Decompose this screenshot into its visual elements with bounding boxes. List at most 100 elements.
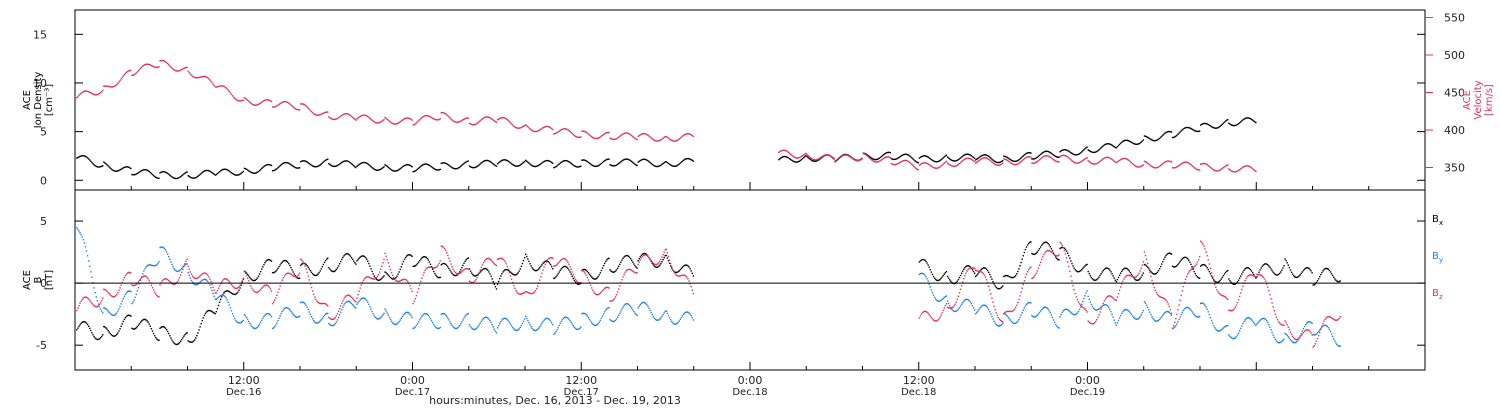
data-point bbox=[408, 254, 410, 256]
data-point bbox=[1085, 292, 1087, 294]
data-point bbox=[640, 257, 643, 259]
data-point bbox=[593, 278, 595, 280]
data-point bbox=[449, 269, 451, 271]
data-point bbox=[981, 267, 983, 270]
data-point bbox=[425, 268, 427, 270]
data-point bbox=[1012, 322, 1015, 324]
data-point bbox=[454, 168, 457, 170]
data-point bbox=[1277, 273, 1280, 276]
data-point bbox=[623, 304, 625, 307]
data-point bbox=[264, 165, 266, 167]
data-point bbox=[176, 281, 179, 283]
data-point bbox=[1029, 152, 1031, 154]
data-point bbox=[516, 291, 518, 293]
data-point bbox=[1123, 309, 1125, 312]
data-point bbox=[1212, 127, 1215, 129]
data-point bbox=[1191, 164, 1193, 167]
data-point bbox=[949, 304, 951, 307]
data-point bbox=[1223, 121, 1226, 123]
data-point bbox=[1037, 267, 1040, 269]
data-point bbox=[363, 255, 366, 258]
data-point bbox=[1282, 267, 1284, 269]
data-point bbox=[519, 293, 521, 295]
data-point bbox=[310, 316, 313, 318]
data-point bbox=[495, 121, 498, 123]
data-point bbox=[119, 287, 121, 289]
data-point bbox=[562, 317, 565, 320]
data-point bbox=[889, 151, 891, 154]
data-point bbox=[325, 258, 328, 260]
data-point bbox=[1073, 161, 1075, 163]
data-point bbox=[416, 121, 419, 123]
data-point bbox=[1321, 271, 1323, 274]
data-point bbox=[322, 263, 325, 266]
data-point bbox=[1141, 140, 1143, 142]
data-point bbox=[1262, 317, 1265, 320]
data-point bbox=[112, 296, 115, 298]
data-point bbox=[958, 276, 961, 279]
data-point bbox=[145, 169, 147, 171]
data-point bbox=[1145, 161, 1148, 164]
data-point bbox=[143, 64, 145, 67]
data-point bbox=[897, 163, 899, 165]
data-point bbox=[1302, 331, 1305, 334]
data-point bbox=[83, 321, 86, 323]
data-point bbox=[1079, 304, 1082, 306]
data-point bbox=[529, 263, 531, 265]
data-point bbox=[639, 304, 642, 306]
data-point bbox=[356, 165, 358, 167]
data-point bbox=[562, 257, 565, 260]
data-point bbox=[967, 298, 969, 301]
data-point bbox=[489, 258, 491, 260]
data-point bbox=[433, 167, 435, 170]
data-point bbox=[363, 161, 366, 164]
data-point bbox=[353, 165, 355, 167]
data-point bbox=[100, 335, 103, 338]
data-point bbox=[187, 271, 189, 274]
data-point bbox=[1006, 310, 1008, 313]
data-point bbox=[525, 253, 527, 256]
data-point bbox=[130, 272, 132, 274]
data-point bbox=[499, 277, 501, 280]
data-point bbox=[1205, 265, 1207, 267]
data-point bbox=[1095, 320, 1097, 323]
data-point bbox=[1214, 127, 1216, 129]
data-point bbox=[544, 160, 546, 162]
data-point bbox=[342, 114, 344, 116]
data-point bbox=[132, 74, 134, 76]
data-point bbox=[473, 281, 475, 283]
data-point bbox=[943, 307, 946, 309]
data-point bbox=[292, 313, 294, 315]
data-point bbox=[479, 120, 481, 122]
data-point bbox=[553, 277, 555, 280]
data-point bbox=[1008, 275, 1010, 278]
data-point bbox=[552, 128, 554, 131]
data-point bbox=[217, 304, 220, 307]
data-point bbox=[559, 129, 562, 132]
data-point bbox=[406, 255, 408, 257]
data-point bbox=[533, 130, 536, 133]
data-point bbox=[386, 273, 388, 275]
data-point bbox=[466, 117, 468, 119]
data-point bbox=[408, 312, 410, 314]
data-point bbox=[200, 322, 202, 325]
data-point bbox=[134, 173, 136, 176]
data-point bbox=[1111, 313, 1113, 316]
data-point bbox=[914, 167, 916, 169]
data-point bbox=[502, 271, 504, 273]
data-point bbox=[311, 290, 314, 292]
data-point bbox=[301, 301, 303, 303]
data-point bbox=[1223, 166, 1226, 168]
data-point bbox=[865, 154, 868, 156]
data-point bbox=[633, 263, 635, 265]
data-point bbox=[139, 321, 142, 324]
data-point bbox=[476, 122, 478, 125]
data-point bbox=[618, 162, 620, 165]
data-point bbox=[1212, 279, 1215, 281]
data-point bbox=[541, 264, 543, 266]
data-point bbox=[502, 258, 504, 260]
data-point bbox=[329, 268, 331, 270]
data-point bbox=[201, 171, 203, 174]
data-point bbox=[1322, 325, 1324, 327]
data-point bbox=[372, 167, 374, 170]
